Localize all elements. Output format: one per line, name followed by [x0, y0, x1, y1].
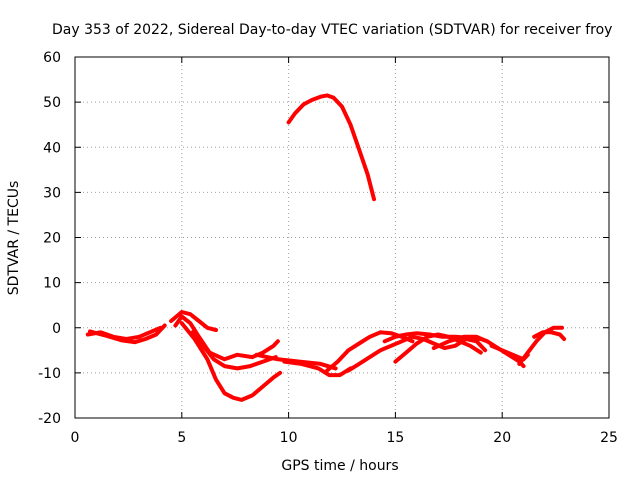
y-tick-label: 40: [43, 140, 61, 156]
series-line-track-i: [282, 359, 353, 378]
series-line-track-c: [173, 314, 280, 362]
series-line-track-f: [190, 330, 278, 371]
x-axis-label: GPS time / hours: [281, 458, 398, 474]
y-tick-label: 10: [43, 276, 61, 292]
y-axis-label: SDTVAR / TECUs: [6, 181, 22, 296]
y-tick-label: 20: [43, 231, 61, 247]
grid-layer: [75, 57, 609, 418]
series-line-track-q: [532, 330, 567, 341]
tick-layer: 0 5 10 15 20 25 -20 -10 0 10 20 30 40 50 60: [38, 50, 618, 446]
series-line-track-e: [179, 321, 283, 402]
y-tick-label: 30: [43, 185, 61, 201]
series-line-track-d: [169, 310, 218, 332]
x-tick-label: 20: [493, 430, 511, 446]
chart-title: Day 353 of 2022, Sidereal Day-to-day VTE…: [52, 22, 612, 38]
y-tick-label: -20: [38, 411, 61, 427]
series-line-track-n: [431, 334, 526, 369]
series-line-track-p: [517, 325, 564, 366]
x-tick-label: 5: [177, 430, 186, 446]
series-line-track-b: [88, 323, 167, 345]
series-line-track-k: [346, 334, 488, 373]
y-tick-label: -10: [38, 366, 61, 382]
series-layer: [85, 93, 567, 402]
y-tick-label: 60: [43, 50, 61, 66]
y-tick-label: 0: [52, 321, 61, 337]
y-tick-label: 50: [43, 95, 61, 111]
series-line-track-h: [286, 93, 376, 202]
x-tick-label: 15: [386, 430, 404, 446]
x-tick-label: 10: [280, 430, 298, 446]
series-line-track-m: [393, 332, 483, 364]
x-tick-label: 25: [600, 430, 618, 446]
x-tick-label: 0: [71, 430, 80, 446]
